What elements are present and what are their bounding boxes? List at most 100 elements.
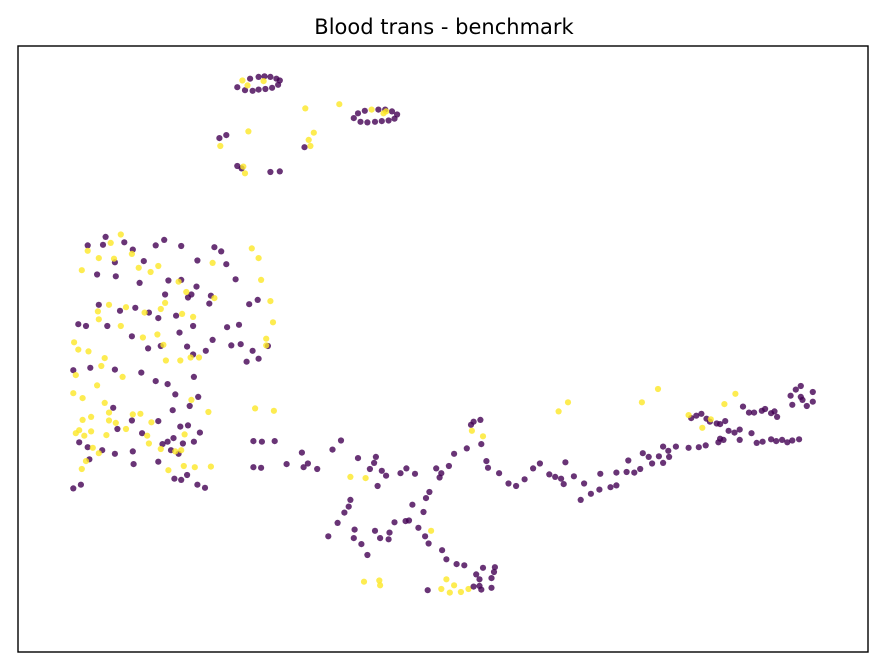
scatter-point: [275, 81, 282, 88]
scatter-point: [473, 571, 480, 578]
scatter-point: [71, 339, 78, 346]
scatter-point: [95, 316, 102, 323]
scatter-point: [95, 255, 102, 262]
scatter-point: [139, 334, 146, 341]
scatter-point: [748, 430, 755, 437]
scatter-point: [391, 519, 398, 526]
scatter-point: [325, 533, 332, 540]
scatter-point: [405, 517, 413, 524]
scatter-point: [179, 310, 186, 317]
scatter-point: [638, 399, 646, 406]
scatter-point: [773, 438, 780, 445]
scatter-point: [244, 82, 251, 89]
scatter-point: [479, 433, 487, 440]
scatter-point: [302, 105, 309, 112]
scatter-point: [803, 402, 810, 410]
scatter-point: [178, 242, 185, 250]
scatter-point: [84, 444, 91, 451]
scatter-point: [468, 427, 475, 434]
scatter-point: [570, 473, 578, 480]
scatter-point: [446, 589, 453, 596]
scatter-point: [145, 345, 152, 352]
chart-title: Blood trans - benchmark: [314, 15, 574, 39]
scatter-point: [184, 294, 192, 301]
scatter-point: [250, 438, 257, 445]
scatter-point: [211, 295, 218, 302]
scatter-point: [345, 503, 352, 510]
scatter-point: [184, 422, 192, 429]
scatter-point: [736, 426, 743, 433]
scatter-point: [354, 455, 362, 462]
scatter-point: [787, 392, 794, 399]
scatter-point: [77, 481, 84, 488]
scatter-point: [552, 473, 559, 480]
scatter-point: [234, 84, 241, 91]
scatter-point: [496, 470, 503, 477]
scatter-point: [105, 417, 113, 424]
scatter-point: [101, 355, 108, 362]
scatter-point: [739, 403, 747, 410]
scatter-point: [119, 373, 126, 380]
scatter-point: [132, 304, 139, 311]
scatter-point: [336, 101, 343, 108]
scatter-point: [205, 408, 212, 416]
scatter-point: [645, 453, 652, 460]
scatter-point: [797, 382, 804, 390]
scatter-point: [789, 401, 796, 408]
scatter-point: [104, 322, 111, 330]
scatter-point: [237, 341, 244, 348]
scatter-point: [377, 535, 384, 542]
scatter-point: [169, 407, 176, 414]
scatter-point: [82, 458, 90, 465]
scatter-point: [383, 472, 390, 479]
scatter-point: [99, 241, 107, 248]
scatter-point: [483, 458, 490, 465]
scatter-point: [78, 267, 85, 274]
scatter-point: [672, 443, 680, 450]
scatter-point: [162, 357, 169, 364]
scatter-point: [102, 233, 109, 240]
scatter-point: [176, 329, 183, 336]
scatter-point: [371, 459, 378, 466]
scatter-point: [420, 508, 427, 516]
scatter-point: [562, 459, 569, 466]
scatter-point: [160, 341, 167, 348]
scatter-point: [351, 526, 358, 533]
scatter-point: [181, 431, 188, 438]
scatter-point: [258, 464, 265, 471]
scatter-point: [731, 429, 738, 436]
scatter-point: [70, 390, 77, 397]
scatter-point: [269, 319, 277, 326]
scatter-point: [521, 476, 528, 483]
scatter-point: [211, 244, 218, 251]
scatter-point: [112, 273, 119, 280]
scatter-point: [94, 308, 101, 315]
scatter-point: [422, 495, 430, 502]
scatter-point: [660, 443, 667, 450]
scatter-point: [732, 390, 739, 397]
scatter-point: [304, 460, 311, 467]
scatter-point: [267, 73, 274, 80]
scatter-point: [581, 480, 588, 487]
scatter-point: [613, 469, 620, 476]
scatter-point: [258, 276, 265, 283]
scatter-point: [555, 408, 562, 415]
scatter-point: [72, 372, 79, 379]
scatter-point: [194, 257, 201, 264]
scatter-point: [249, 87, 256, 94]
scatter-point: [409, 501, 416, 508]
scatter-point: [809, 398, 816, 405]
scatter-point: [465, 585, 472, 593]
scatter-point: [693, 412, 700, 419]
scatter-point: [128, 250, 135, 257]
scatter-point: [129, 411, 136, 418]
scatter-point: [89, 444, 96, 451]
scatter-point: [751, 409, 758, 416]
scatter-point: [164, 381, 171, 388]
scatter-point: [152, 242, 159, 249]
scatter-point: [235, 321, 243, 328]
scatter-point: [301, 144, 308, 151]
scatter-point: [162, 291, 169, 298]
scatter-point: [354, 110, 362, 117]
scatter-point: [76, 427, 83, 434]
